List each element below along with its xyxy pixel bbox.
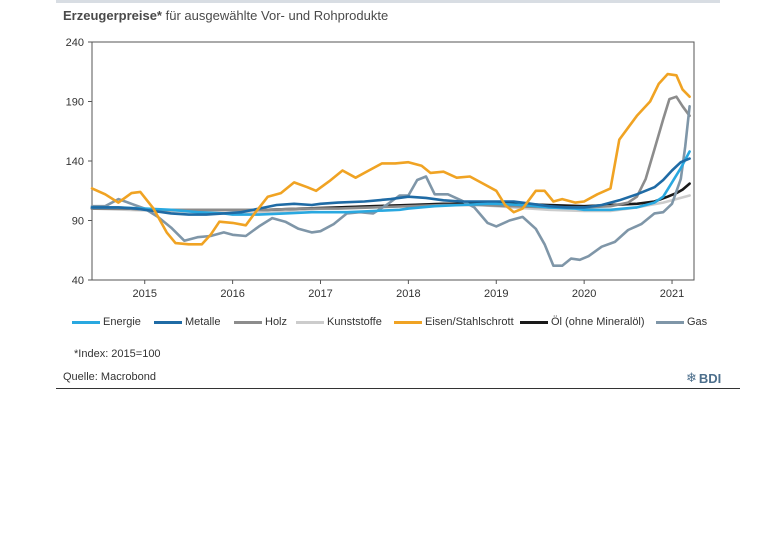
x-tick-label-2020: 2020 xyxy=(572,288,596,300)
legend-swatch-kunststoffe xyxy=(296,320,324,324)
legend-label-kunststoffe: Kunststoffe xyxy=(327,316,382,328)
chart-title-bold: Erzeugerpreise* xyxy=(63,8,162,23)
legend-label-gas: Gas xyxy=(687,316,708,328)
top-rule xyxy=(56,0,720,3)
legend-label--l-ohne-mineral-l-: Öl (ohne Mineralöl) xyxy=(551,316,645,328)
line-chart: 40 90 140 190 240 2015 2016 2017 2018 2019 2020 202… xyxy=(66,37,695,300)
x-tick-label-2021: 2021 xyxy=(660,288,684,300)
legend-swatch-gas xyxy=(656,320,684,324)
legend-item--l-ohne-mineral-l-: Öl (ohne Mineralöl) xyxy=(520,316,645,328)
index-footnote: *Index: 2015=100 xyxy=(74,348,161,360)
series-line-metalle xyxy=(90,157,691,216)
legend-item-metalle: Metalle xyxy=(154,316,220,328)
x-tick-label-2017: 2017 xyxy=(308,288,332,300)
legend-item-gas: Gas xyxy=(656,316,707,328)
y-tick-label-190: 190 xyxy=(66,97,84,109)
legend-swatch-holz xyxy=(234,320,262,324)
chart-title: Erzeugerpreise* für ausgewählte Vor- und… xyxy=(63,8,388,23)
x-tick-label-2015: 2015 xyxy=(132,288,156,300)
legend-item-holz: Holz xyxy=(234,316,287,328)
series-line-eisen-stahlschrott xyxy=(90,72,691,246)
bottom-rule xyxy=(56,388,740,389)
x-tick-label-2018: 2018 xyxy=(396,288,420,300)
y-tick-label-40: 40 xyxy=(72,275,84,287)
series-line-holz xyxy=(90,95,691,212)
legend-label-energie: Energie xyxy=(103,316,141,328)
chart-title-rest: für ausgewählte Vor- und Rohprodukte xyxy=(162,8,389,23)
x-tick-label-2016: 2016 xyxy=(220,288,244,300)
legend-swatch--l-ohne-mineral-l- xyxy=(520,320,548,324)
legend-swatch-eisen-stahlschrott xyxy=(394,320,422,324)
bdi-logo: ❄ BDI xyxy=(686,370,721,386)
legend-item-eisen-stahlschrott: Eisen/Stahlschrott xyxy=(394,316,514,328)
legend-swatch-energie xyxy=(72,320,100,324)
source-note: Quelle: Macrobond xyxy=(63,371,156,383)
bdi-logo-text: BDI xyxy=(698,370,722,386)
x-tick-label-2019: 2019 xyxy=(484,288,508,300)
y-tick-label-140: 140 xyxy=(66,156,84,168)
legend-label-eisen-stahlschrott: Eisen/Stahlschrott xyxy=(425,316,514,328)
legend-swatch-metalle xyxy=(154,320,182,324)
bdi-snowflake-icon: ❄ xyxy=(686,370,697,385)
legend-label-metalle: Metalle xyxy=(185,316,221,328)
chart-legend: Energie Metalle Holz Kunststoffe Eisen/Stahl… xyxy=(72,316,732,332)
series-line-gas xyxy=(90,105,691,267)
legend-item-kunststoffe: Kunststoffe xyxy=(296,316,382,328)
legend-label-holz: Holz xyxy=(265,316,288,328)
legend-item-energie: Energie xyxy=(72,316,141,328)
y-tick-label-90: 90 xyxy=(72,216,84,228)
y-tick-label-240: 240 xyxy=(66,37,84,49)
